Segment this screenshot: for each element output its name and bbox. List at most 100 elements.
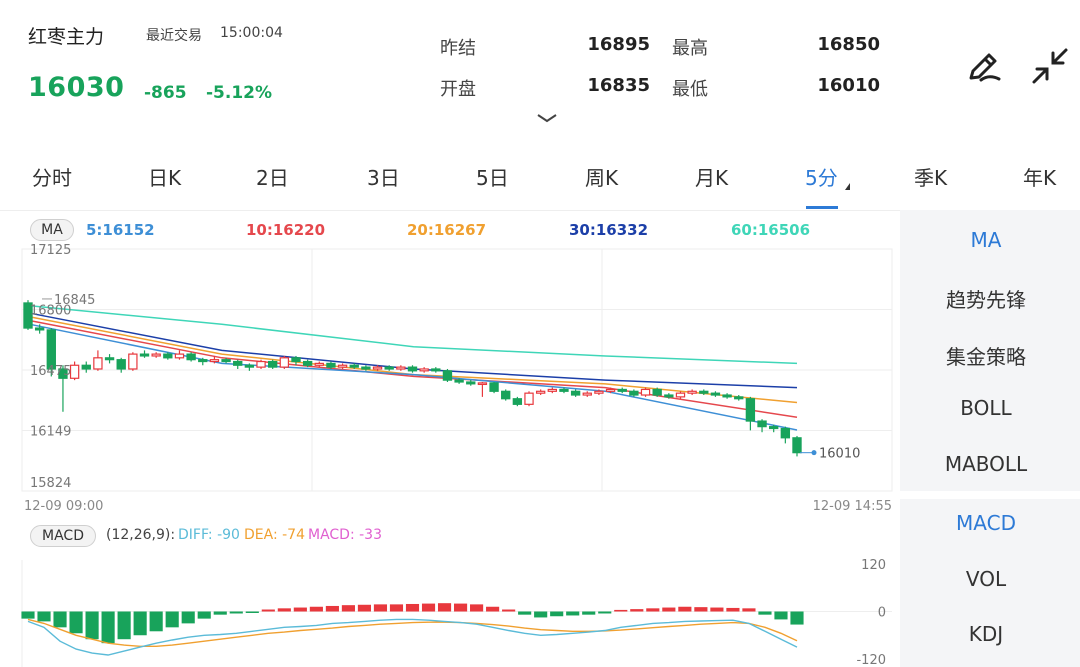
indicator-vol[interactable]: VOL — [965, 567, 1007, 591]
macd-y-tick-label: -120 — [856, 653, 886, 667]
quote-header: 红枣主力 最近交易 15:00:04 16030 -865 -5.12% 昨结 … — [0, 0, 1080, 130]
candle-up — [594, 390, 604, 394]
low-marker-dot — [811, 450, 817, 456]
tab-quarterly-k[interactable]: 季K — [914, 166, 948, 190]
ma60-value: 60:16506 — [731, 221, 811, 239]
candle-down — [58, 368, 68, 379]
candle-down — [244, 364, 255, 368]
macd-bar-positive — [742, 608, 756, 612]
candle-down — [780, 427, 791, 439]
tab-5-min[interactable]: 5分 — [805, 166, 838, 190]
candle-up — [477, 382, 488, 386]
candle-up — [419, 368, 429, 372]
candle-down — [198, 359, 208, 363]
macd-bar-positive — [437, 603, 452, 612]
indicator-ma[interactable]: MA — [970, 228, 1002, 252]
macd-bar-positive — [453, 603, 468, 612]
ma-badge[interactable]: MA — [30, 219, 74, 241]
indicator-boll[interactable]: BOLL — [960, 396, 1012, 420]
macd-bar-negative — [534, 611, 548, 618]
candle-down — [291, 357, 301, 363]
macd-chart: 120 0 -120 — [21, 558, 892, 667]
macd-bar-negative — [197, 611, 211, 619]
tab-3-day[interactable]: 3日 — [367, 166, 400, 190]
macd-dea-value: DEA: -74 — [244, 527, 305, 543]
tab-2-day[interactable]: 2日 — [256, 166, 289, 190]
candle-down — [699, 390, 709, 394]
macd-bar-positive — [389, 604, 404, 612]
candle-down — [302, 360, 313, 366]
y-tick-label: 16475 — [30, 364, 71, 379]
macd-bar-positive — [277, 608, 291, 612]
quote-label-low: 最低 — [672, 79, 708, 100]
tab-weekly-k[interactable]: 周K — [585, 166, 619, 190]
chart-grid — [21, 248, 893, 492]
macd-bar-positive — [421, 603, 436, 612]
macd-y-tick-label: 120 — [861, 558, 886, 573]
candle-down — [559, 388, 569, 392]
candle-down — [792, 437, 802, 454]
macd-bar-positive — [662, 607, 676, 612]
contract-name[interactable]: 红枣主力 — [28, 26, 105, 48]
candle-down — [407, 366, 418, 372]
last-trade-time: 15:00:04 — [220, 25, 283, 41]
candle-down — [116, 359, 126, 370]
kline-chart[interactable]: 17125 16800 16475 16149 15824 12-09 09:00 12-0… — [0, 210, 900, 667]
candle-down — [617, 388, 627, 392]
candle-down — [722, 394, 732, 398]
tab-dropdown-caret-icon[interactable] — [845, 183, 850, 190]
macd-bar-positive — [726, 607, 740, 612]
macd-badge[interactable]: MACD — [30, 525, 96, 547]
candle-up — [605, 388, 616, 392]
indicator-macd[interactable]: MACD — [956, 511, 1016, 535]
quote-label-high: 最高 — [672, 38, 708, 59]
candle-down — [664, 394, 674, 398]
y-tick-label: 16149 — [30, 425, 71, 440]
y-tick-label: 15824 — [30, 476, 71, 491]
candle-up — [687, 390, 697, 394]
candle-up — [337, 364, 348, 368]
macd-bar-negative — [518, 611, 532, 615]
macd-diff-value: DIFF: -90 — [178, 527, 240, 543]
macd-bar-negative — [133, 611, 147, 636]
diff-line — [27, 618, 798, 656]
macd-bar-negative — [774, 611, 788, 620]
macd-bar-negative — [85, 611, 99, 640]
expand-chevron-icon[interactable] — [536, 112, 558, 124]
indicator-maboll[interactable]: MABOLL — [944, 452, 1028, 476]
macd-bar-positive — [325, 605, 339, 612]
candle-up — [69, 364, 80, 379]
indicator-kdj[interactable]: KDJ — [968, 622, 1004, 646]
candle-up — [151, 353, 161, 357]
edit-icon[interactable] — [965, 48, 1001, 84]
candle-up — [256, 360, 266, 368]
tab-intraday[interactable]: 分时 — [32, 166, 72, 190]
macd-bar-positive — [470, 604, 484, 612]
low-label: 16010 — [819, 447, 860, 462]
macd-bar-negative — [550, 611, 564, 617]
macd-bar-negative — [37, 611, 51, 622]
tab-5-day[interactable]: 5日 — [476, 166, 509, 190]
macd-bar-negative — [582, 611, 596, 615]
indicator-gold-strategy[interactable]: 集金策略 — [946, 345, 1026, 369]
tab-monthly-k[interactable]: 月K — [695, 166, 729, 190]
candle-down — [757, 420, 767, 428]
shrink-icon[interactable] — [1030, 46, 1070, 86]
candle-up — [582, 392, 592, 396]
candle-down — [46, 329, 56, 370]
candle-down — [745, 398, 756, 422]
quote-label-prev-settle: 昨结 — [440, 38, 476, 59]
tab-daily-k[interactable]: 日K — [148, 166, 182, 190]
macd-bar-negative — [229, 611, 243, 614]
indicator-trend-pioneer[interactable]: 趋势先锋 — [946, 288, 1026, 312]
candle-down — [34, 327, 45, 331]
price-change: -865 — [144, 83, 187, 103]
macd-bar-negative — [101, 611, 115, 644]
ma5-value: 5:16152 — [86, 221, 155, 239]
candle-up — [314, 362, 324, 366]
tab-yearly-k[interactable]: 年K — [1023, 166, 1057, 190]
x-label-end: 12-09 14:55 — [813, 499, 892, 514]
candle-down — [326, 362, 336, 368]
candle-down — [361, 366, 371, 370]
quote-value-high: 16850 — [817, 34, 880, 55]
